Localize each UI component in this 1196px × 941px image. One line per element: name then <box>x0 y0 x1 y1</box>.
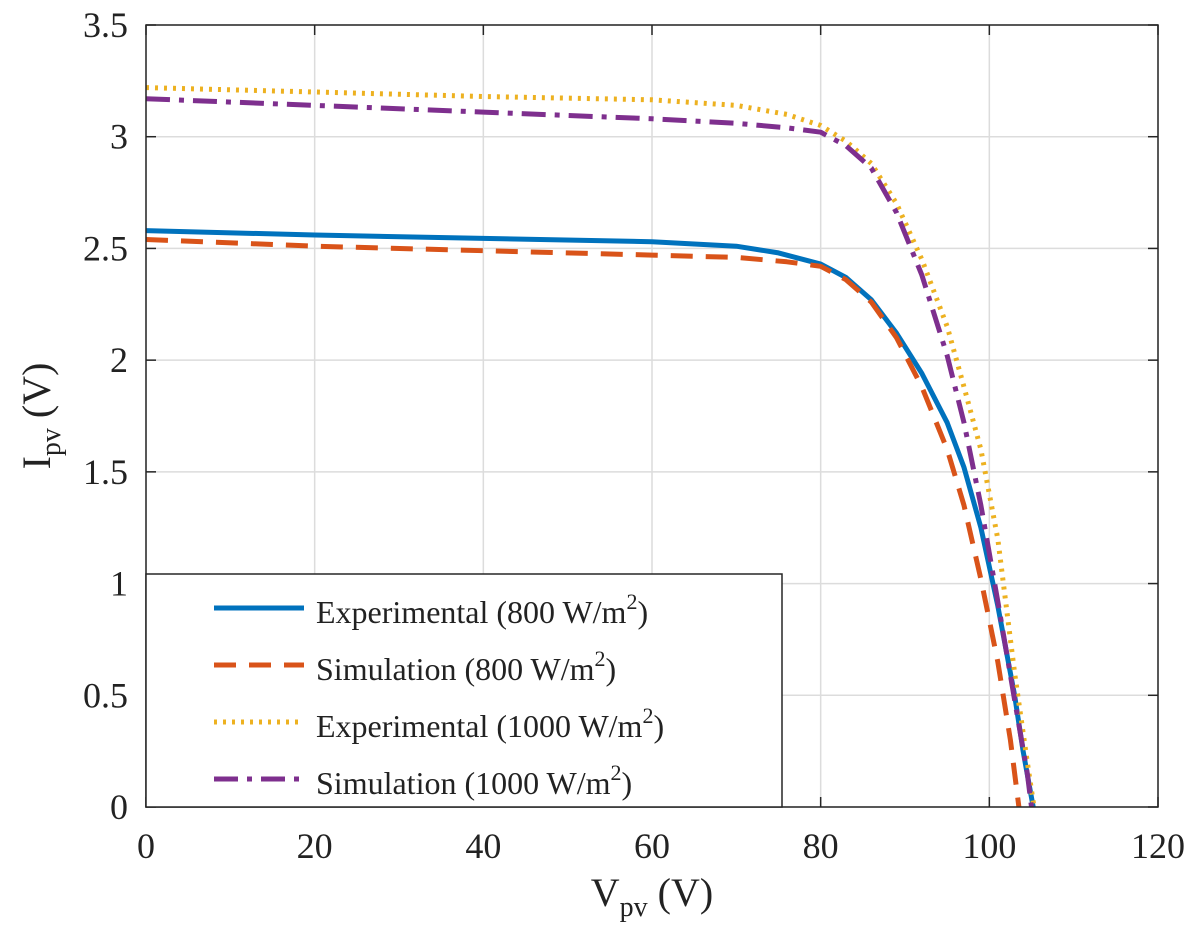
y-tick-label: 3.5 <box>83 5 128 45</box>
series-line-3 <box>145 85 1037 808</box>
y-axis-title: Ipv (V) <box>14 363 67 470</box>
x-tick-label: 80 <box>803 826 839 866</box>
y-tick-label: 1.5 <box>83 452 128 492</box>
y-tick-label: 3 <box>110 117 128 157</box>
x-tick-label: 0 <box>137 826 155 866</box>
legend-label-4: Simulation (1000 W/m2) <box>316 760 632 801</box>
series-line-4 <box>145 96 1034 808</box>
x-tick-label: 100 <box>962 826 1016 866</box>
x-tick-label: 120 <box>1131 826 1185 866</box>
legend-box <box>145 573 783 808</box>
y-tick-label: 1 <box>110 564 128 604</box>
tick-labels: 0 20 40 60 80 100 120 0 0.5 1 1.5 2 2.5 3 3.5 <box>83 5 1185 866</box>
y-tick-label: 0.5 <box>83 675 128 715</box>
series-layer <box>145 85 1037 808</box>
series-line-2 <box>145 237 1022 808</box>
legend-label-1: Experimental (800 W/m2) <box>316 589 648 630</box>
x-tick-label: 20 <box>297 826 333 866</box>
x-tick-label: 60 <box>634 826 670 866</box>
legend-label-3: Experimental (1000 W/m2) <box>316 703 664 744</box>
y-tick-label: 0 <box>110 787 128 827</box>
y-tick-label: 2.5 <box>83 228 128 268</box>
x-tick-label: 40 <box>465 826 501 866</box>
y-tick-label: 2 <box>110 340 128 380</box>
legend-label-2: Simulation (800 W/m2) <box>316 646 616 687</box>
x-axis-title: Vpv (V) <box>591 870 713 923</box>
legend: Experimental (800 W/m2) Simulation (800 W… <box>145 573 783 808</box>
